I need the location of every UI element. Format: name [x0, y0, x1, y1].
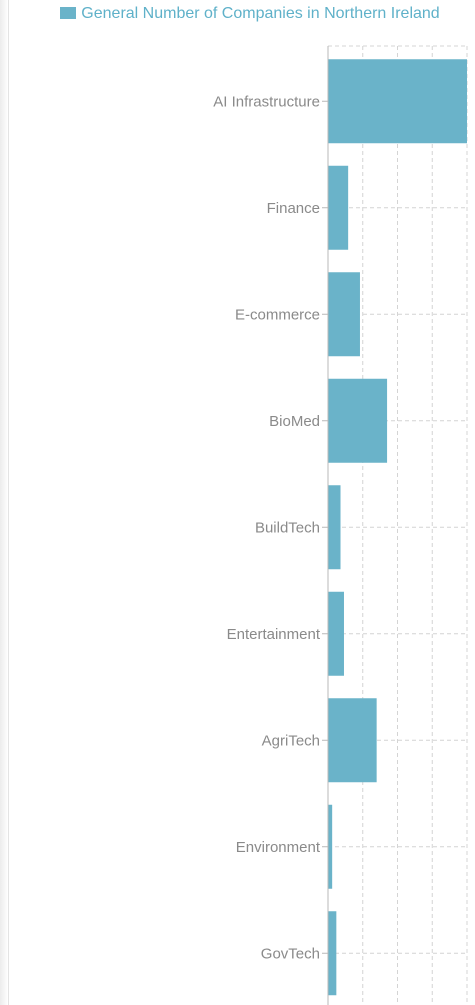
legend-label: General Number of Companies in Northern … [81, 5, 440, 22]
legend-swatch [60, 7, 77, 19]
bars [328, 59, 467, 996]
grid-lines [328, 45, 468, 1005]
left-panel-edge [0, 0, 9, 1005]
tick-label: Finance [267, 200, 320, 217]
bar-agritech[interactable] [328, 698, 377, 783]
bar-e-commerce[interactable] [328, 272, 360, 357]
bar-entertainment[interactable] [328, 591, 344, 676]
tick-label: GovTech [261, 945, 320, 962]
bar-buildtech[interactable] [328, 485, 341, 570]
tick-label: Entertainment [227, 626, 321, 643]
tick-label: Environment [236, 839, 321, 856]
bar-govtech[interactable] [328, 911, 337, 996]
category-axis: AI Infrastructure Finance E-commerce BioMed… [213, 46, 329, 1005]
tick-label: AI Infrastructure [213, 93, 320, 110]
bar-biomed[interactable] [328, 378, 388, 463]
tick-label: BuildTech [255, 519, 320, 536]
bar-finance[interactable] [328, 165, 349, 250]
legend[interactable]: General Number of Companies in Northern … [40, 4, 460, 23]
bar-ai-infrastructure[interactable] [328, 59, 467, 144]
bar-environment[interactable] [328, 804, 333, 889]
tick-label: BioMed [269, 413, 320, 430]
tick-label: E-commerce [235, 306, 320, 323]
tick-label: AgriTech [262, 732, 320, 749]
